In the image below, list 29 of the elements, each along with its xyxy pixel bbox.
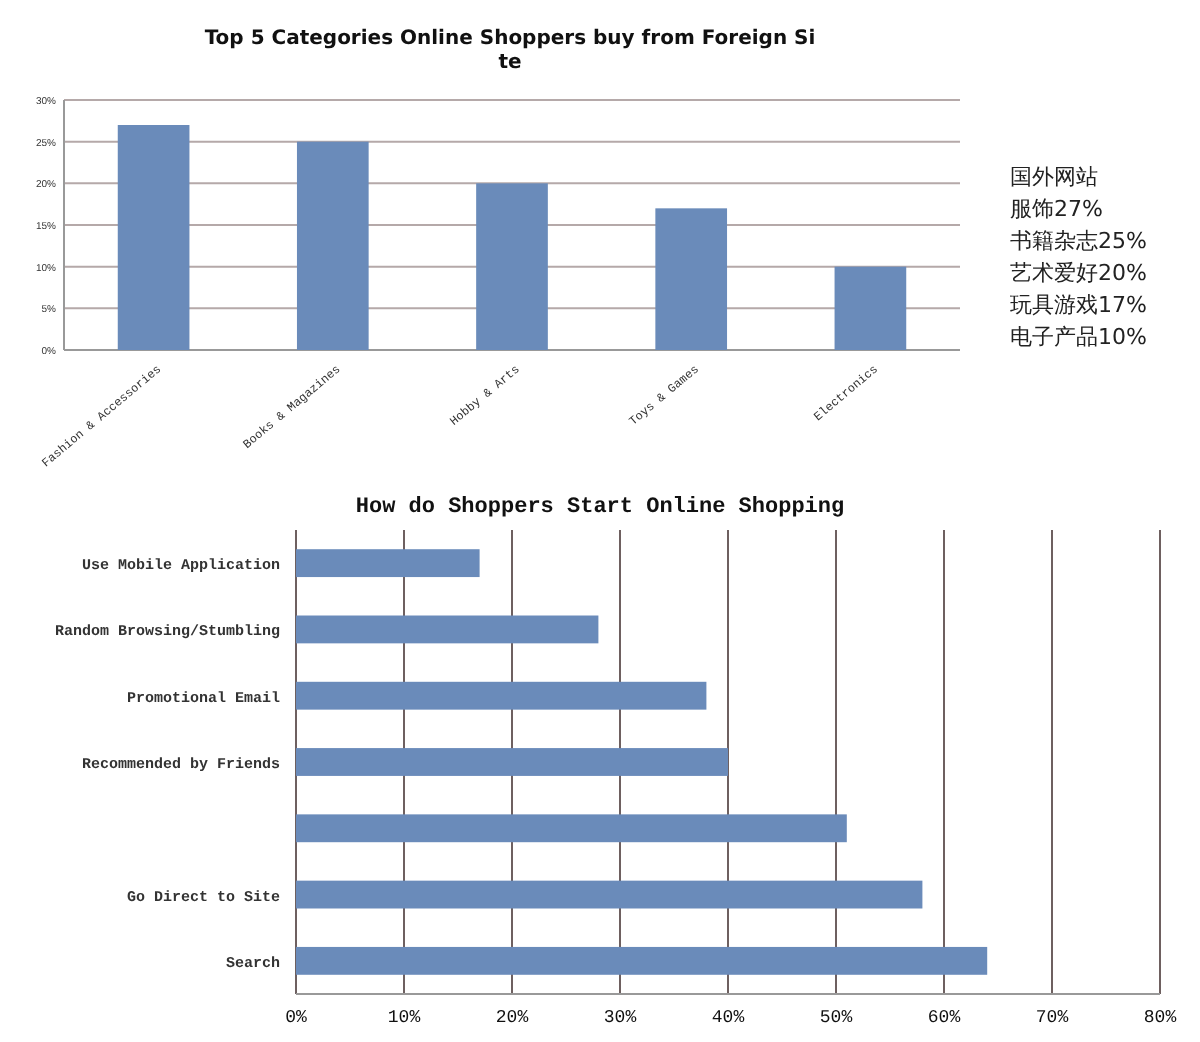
x-tick-label: 70% — [1035, 1008, 1070, 1028]
chart-title: Top 5 Categories Online Shoppers buy from Foreign Si te — [204, 28, 816, 74]
x-tick-label: 10% — [387, 1008, 422, 1028]
x-tick-label: 40% — [711, 1008, 746, 1028]
bar — [296, 946, 988, 975]
bar — [117, 125, 190, 350]
text: 书籍杂志25% — [1010, 228, 1147, 254]
bar — [476, 183, 548, 350]
bar — [296, 880, 923, 909]
bar — [296, 141, 369, 350]
text: 电子产品10% — [1010, 324, 1147, 350]
text: 玩具游戏17% — [1010, 292, 1147, 318]
text: 艺术爱好20% — [1010, 260, 1147, 286]
x-tick-label: 20% — [495, 1008, 530, 1028]
x-tick-label: 50% — [819, 1008, 854, 1028]
bar — [834, 266, 907, 350]
x-tick-label: 80% — [1143, 1008, 1178, 1028]
bar — [296, 549, 480, 578]
bar — [296, 748, 728, 776]
bar — [296, 814, 847, 843]
bar — [296, 615, 599, 644]
bar — [296, 681, 707, 710]
text: 服饰27% — [1010, 196, 1103, 222]
bar — [655, 208, 728, 350]
x-tick-label: 60% — [927, 1008, 962, 1028]
chart-title: How do Shoppers Start Online Shopping — [355, 496, 845, 520]
text: 国外网站 — [1010, 164, 1098, 190]
x-tick-label: 0% — [285, 1008, 308, 1028]
x-tick-label: 30% — [603, 1008, 638, 1028]
